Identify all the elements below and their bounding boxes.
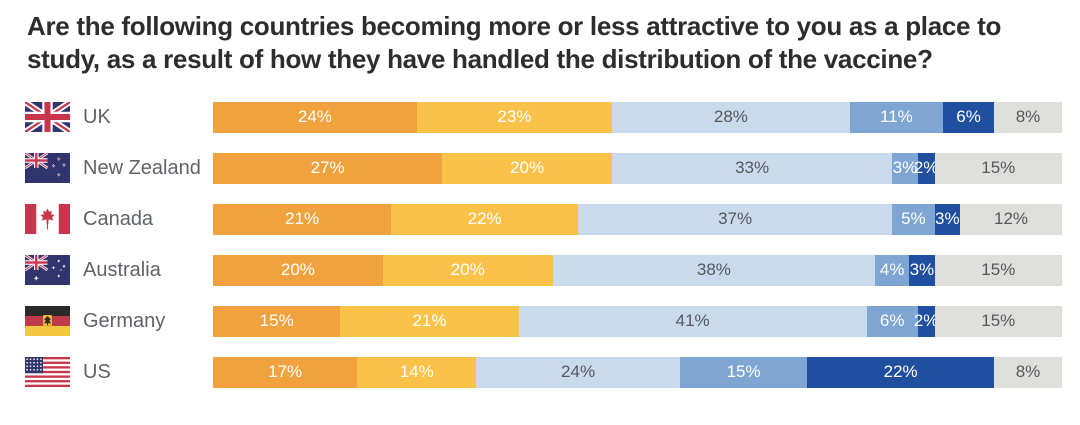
country-label: Canada — [83, 207, 154, 230]
segment-value-label: 3% — [892, 158, 918, 178]
segment-value-label: 21% — [412, 311, 447, 331]
segment-value-label: 15% — [981, 158, 1016, 178]
uk-flag-icon — [25, 102, 70, 133]
bar-segment-medium-blue: 3% — [892, 152, 918, 184]
segment-value-label: 20% — [450, 260, 485, 280]
segment-value-label: 2% — [913, 158, 939, 178]
segment-value-label: 3% — [909, 260, 935, 280]
bar-segment-medium-blue: 11% — [849, 101, 944, 133]
bar-segment-amber: 21% — [340, 305, 519, 337]
bar-segment-orange: 15% — [213, 305, 341, 337]
bar-segment-amber: 20% — [382, 254, 553, 286]
bar-segment-orange: 27% — [213, 152, 443, 184]
bar-segment-light-blue: 24% — [476, 356, 680, 388]
country-label: New Zealand — [83, 156, 201, 179]
bar-segment-orange: 17% — [213, 356, 358, 388]
bar-segment-gray: 15% — [934, 305, 1062, 337]
bar-segment-amber: 14% — [357, 356, 477, 388]
segment-value-label: 38% — [696, 260, 731, 280]
segment-value-label: 15% — [259, 311, 294, 331]
segment-value-label: 21% — [285, 209, 320, 229]
country-label: Germany — [83, 309, 166, 332]
segment-value-label: 15% — [981, 311, 1016, 331]
stacked-bar: 24% 23% 28% 11% 6% 8% — [213, 101, 1062, 133]
chart-row: US 17% 14% 24% 15% 22% 8% — [25, 356, 1062, 388]
segment-value-label: 24% — [297, 107, 332, 127]
bar-segment-medium-blue: 5% — [892, 203, 935, 235]
bar-segment-light-blue: 28% — [612, 101, 850, 133]
segment-value-label: 23% — [497, 107, 532, 127]
us-flag-icon — [25, 357, 70, 388]
chart-title: Are the following countries becoming mor… — [27, 11, 1002, 75]
bar-segment-orange: 20% — [213, 254, 383, 286]
segment-value-label: 6% — [879, 311, 905, 331]
bar-segment-dark-blue: 22% — [807, 356, 995, 388]
bar-segment-medium-blue: 6% — [866, 305, 918, 337]
segment-value-label: 24% — [561, 362, 596, 382]
segment-value-label: 27% — [310, 158, 345, 178]
bar-segment-gray: 15% — [934, 152, 1062, 184]
bar-segment-amber: 20% — [442, 152, 613, 184]
segment-value-label: 3% — [935, 209, 960, 229]
stacked-bar: 15% 21% 41% 6% 2% 15% — [213, 305, 1062, 337]
bar-segment-orange: 24% — [213, 101, 417, 133]
segment-value-label: 28% — [713, 107, 748, 127]
bar-segment-amber: 23% — [416, 101, 613, 133]
segment-value-label: 41% — [675, 311, 710, 331]
survey-chart-page: Are the following countries becoming mor… — [0, 10, 1080, 425]
stacked-bar-chart: UK 24% 23% 28% 11% 6% 8% New Zealand 27% 20% 33% 3… — [0, 101, 1080, 388]
stacked-bar: 20% 20% 38% 4% 3% 15% — [213, 254, 1062, 286]
bar-segment-light-blue: 38% — [552, 254, 876, 286]
segment-value-label: 17% — [268, 362, 303, 382]
country-label: UK — [83, 105, 111, 128]
segment-value-label: 22% — [883, 362, 918, 382]
bar-segment-dark-blue: 6% — [943, 101, 995, 133]
segment-value-label: 11% — [880, 107, 913, 127]
segment-value-label: 37% — [718, 209, 753, 229]
segment-value-label: 20% — [280, 260, 315, 280]
segment-value-label: 12% — [994, 209, 1029, 229]
segment-value-label: 15% — [981, 260, 1016, 280]
chart-row: Australia 20% 20% 38% 4% 3% 15% — [25, 254, 1062, 286]
new-zealand-flag-icon — [25, 153, 70, 184]
chart-row: Germany 15% 21% 41% 6% 2% 15% — [25, 305, 1062, 337]
segment-value-label: 20% — [510, 158, 545, 178]
bar-segment-orange: 21% — [213, 203, 392, 235]
segment-value-label: 4% — [879, 260, 905, 280]
australia-flag-icon — [25, 255, 70, 286]
bar-segment-gray: 12% — [960, 203, 1062, 235]
chart-row: Canada 21% 22% 37% 5% 3% 12% — [25, 203, 1062, 235]
germany-flag-icon — [25, 306, 70, 337]
segment-value-label: 2% — [913, 311, 939, 331]
stacked-bar: 27% 20% 33% 3% 2% 15% — [213, 152, 1062, 184]
bar-segment-dark-blue: 3% — [934, 203, 961, 235]
stacked-bar: 17% 14% 24% 15% 22% 8% — [213, 356, 1062, 388]
segment-value-label: 22% — [467, 209, 502, 229]
chart-row: UK 24% 23% 28% 11% 6% 8% — [25, 101, 1062, 133]
segment-value-label: 15% — [726, 362, 761, 382]
bar-segment-medium-blue: 15% — [679, 356, 808, 388]
bar-segment-light-blue: 37% — [578, 203, 893, 235]
bar-segment-dark-blue: 2% — [914, 152, 938, 184]
segment-value-label: 5% — [901, 209, 926, 229]
segment-value-label: 8% — [1015, 362, 1041, 382]
canada-flag-icon — [25, 204, 70, 235]
segment-value-label: 6% — [956, 107, 981, 127]
segment-value-label: 14% — [399, 362, 434, 382]
stacked-bar: 21% 22% 37% 5% 3% 12% — [213, 203, 1062, 235]
country-label: US — [83, 360, 111, 383]
bar-segment-dark-blue: 3% — [909, 254, 935, 286]
bar-segment-gray: 8% — [994, 356, 1062, 388]
bar-segment-light-blue: 33% — [612, 152, 893, 184]
country-label: Australia — [83, 258, 161, 281]
bar-segment-light-blue: 41% — [518, 305, 867, 337]
segment-value-label: 33% — [735, 158, 770, 178]
chart-row: New Zealand 27% 20% 33% 3% 2% 15% — [25, 152, 1062, 184]
segment-value-label: 8% — [1015, 107, 1041, 127]
bar-segment-amber: 22% — [391, 203, 579, 235]
bar-segment-gray: 15% — [934, 254, 1062, 286]
bar-segment-medium-blue: 4% — [875, 254, 910, 286]
bar-segment-dark-blue: 2% — [914, 305, 938, 337]
bar-segment-gray: 8% — [994, 101, 1062, 133]
